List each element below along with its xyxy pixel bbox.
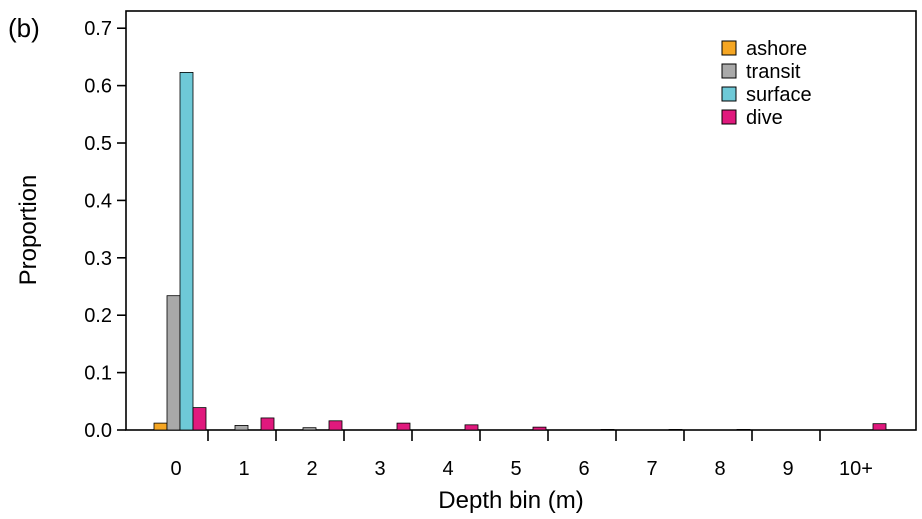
legend-swatch-surface [721,86,737,102]
legend-label-dive: dive [746,107,783,129]
x-tick-label: 10+ [839,458,873,480]
x-tick-label: 1 [238,458,249,480]
x-tick-label: 4 [442,458,453,480]
x-axis-label: Depth bin (m) [438,487,583,514]
y-tick-label: 0.0 [84,420,112,442]
x-tick-label: 8 [714,458,725,480]
x-tick-label: 6 [578,458,589,480]
x-tick-label: 7 [646,458,657,480]
bar-transit-2 [302,427,317,431]
y-axis-label: Proportion [15,175,42,286]
legend-label-surface: surface [746,84,812,106]
bar-surface-0 [179,72,194,431]
bar-dive-5 [532,426,547,431]
x-tick-label: 3 [374,458,385,480]
x-tick-label: 9 [782,458,793,480]
x-tick-label: 5 [510,458,521,480]
panel-label: (b) [8,13,40,43]
y-tick-label: 0.3 [84,248,112,270]
legend-swatch-dive [721,109,737,125]
bar-dive-2 [328,420,343,431]
bar-dive-4 [464,424,479,431]
bar-dive-0 [192,407,207,431]
bar-dive-3 [396,422,411,431]
x-tick-label: 0 [170,458,181,480]
plot-frame [125,10,917,431]
bar-dive-6 [600,429,615,431]
bar-transit-0 [166,295,181,431]
y-tick-label: 0.7 [84,18,112,40]
y-tick-label: 0.2 [84,305,112,327]
bar-dive-7 [668,429,683,431]
x-tick-label: 2 [306,458,317,480]
y-tick-label: 0.6 [84,76,112,98]
bar-dive-1 [260,417,275,431]
y-tick-label: 0.5 [84,133,112,155]
plot-area: 0.0 0.1 0.2 0.3 0.4 0.5 0.6 0.7 0 1 2 3 4 5 6 7 8 9 10+ [84,10,917,480]
bar-ashore-0 [153,422,168,431]
bar-dive-10+ [872,423,887,431]
legend-swatch-transit [721,63,737,79]
legend-label-transit: transit [746,61,801,83]
y-tick-label: 0.1 [84,363,112,385]
legend-label-ashore: ashore [746,38,807,60]
bar-transit-1 [234,425,249,431]
bar-dive-8 [736,429,751,431]
legend-swatch-ashore [721,40,737,56]
y-tick-label: 0.4 [84,190,112,212]
